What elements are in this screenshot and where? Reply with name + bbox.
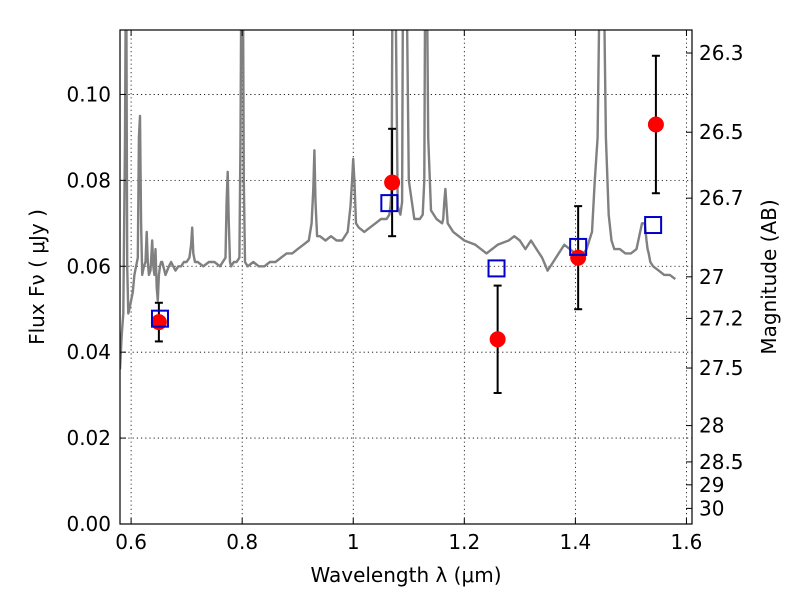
x-tick-label: 0.8 [226, 530, 258, 554]
magnitude-tick-label: 28 [699, 414, 724, 438]
magnitude-tick-label: 29 [699, 473, 724, 497]
y-tick-label: 0.06 [66, 254, 111, 278]
y-tick-label: 0.08 [66, 168, 111, 192]
x-tick-label: 1.4 [559, 530, 591, 554]
y-tick-label: 0.00 [66, 512, 111, 536]
model-photometry-point [569, 237, 588, 256]
x-tick-label: 0.6 [115, 530, 147, 554]
magnitude-tick-label: 30 [699, 496, 724, 520]
observed-point [570, 249, 587, 266]
observed-point [647, 116, 664, 133]
magnitude-tick-label: 26.7 [699, 186, 744, 210]
model-photometry-point [644, 216, 663, 235]
y-axis-ticks: 0.00 0.02 0.04 0.06 0.08 0.10 [66, 82, 126, 536]
observed-point [489, 331, 506, 348]
magnitude-tick-label: 26.3 [699, 41, 744, 65]
spectrum-line [120, 30, 677, 370]
y-tick-label: 0.04 [66, 340, 111, 364]
x-tick-label: 1.2 [448, 530, 480, 554]
magnitude-tick-label: 27 [699, 265, 724, 289]
magnitude-tick-label: 27.5 [699, 356, 744, 380]
model-spectrum [120, 30, 677, 370]
y-axis-label: Flux Fν ( μJy ) [25, 209, 49, 345]
x-axis-label: Wavelength λ (μm) [310, 563, 501, 587]
observed-point [384, 174, 401, 191]
x-tick-label: 1.6 [671, 530, 703, 554]
magnitude-tick-label: 27.2 [699, 306, 744, 330]
model-photometry-point [380, 194, 399, 213]
magnitude-tick-label: 26.5 [699, 120, 744, 144]
model-photometry-point [150, 309, 169, 328]
model-photometry-point [487, 259, 506, 278]
x-axis-ticks: 0.6 0.8 1 1.2 1.4 1.6 [115, 30, 702, 554]
magnitude-axis-label: Magnitude (AB) [757, 199, 781, 354]
model-photometry-points [150, 194, 663, 328]
y-tick-label: 0.10 [66, 82, 111, 106]
x-tick-label: 1 [347, 530, 360, 554]
magnitude-tick-label: 28.5 [699, 450, 744, 474]
y-tick-label: 0.02 [66, 426, 111, 450]
